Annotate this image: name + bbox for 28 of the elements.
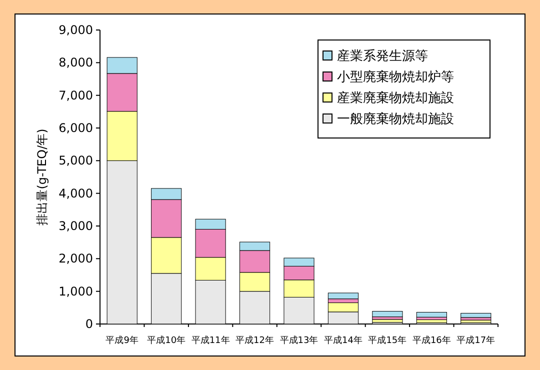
bar [416,312,447,318]
y-tick-label: 0 [85,317,93,331]
x-tick-label: 平成17年 [456,335,496,346]
x-tick-label: 平成14年 [324,335,362,346]
y-tick-label: 2,000 [58,252,93,266]
y-tick-label: 1,000 [58,284,93,298]
legend-label: 産業廃棄物焼却施設 [337,90,454,106]
legend-label: 産業系発生源等 [337,48,428,64]
y-axis-title: 排出量(g-TEQ/年) [35,128,49,226]
x-tick-label: 平成16年 [412,335,451,346]
y-tick-label: 6,000 [58,121,93,135]
x-tick-label: 平成11年 [191,335,230,346]
y-tick-label: 7,000 [58,88,93,102]
legend-label: 一般廃棄物焼却施設 [337,111,454,127]
bar [328,292,359,300]
y-tick-label: 8,000 [58,56,93,70]
x-tick-label: 平成15年 [368,335,407,346]
legend-label: 小型廃棄物焼却炉等 [337,69,454,85]
x-tick-label: 平成13年 [280,335,318,346]
x-tick-label: 平成12年 [236,335,274,346]
y-tick-label: 9,000 [58,23,93,37]
x-tick-label: 平成10年 [147,335,186,346]
bar [372,311,403,318]
bar [460,312,492,318]
y-tick-label: 5,000 [58,154,93,168]
y-tick-label: 4,000 [58,186,93,200]
x-tick-label: 平成9年 [106,335,138,346]
y-tick-label: 3,000 [58,219,93,233]
